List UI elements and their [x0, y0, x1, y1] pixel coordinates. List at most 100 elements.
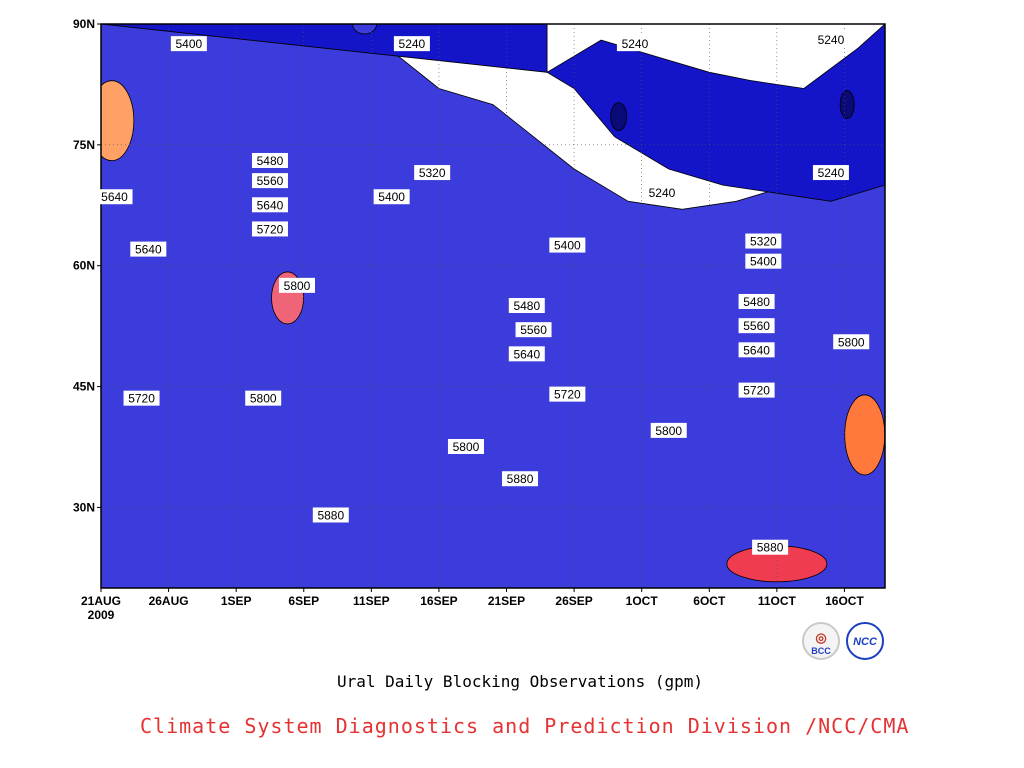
- contour-label-text: 5400: [554, 239, 581, 253]
- contour-label-background: [96, 189, 133, 205]
- y-tick-label: 45N: [73, 380, 95, 394]
- isolated-top-region: [352, 24, 377, 35]
- contour-labels: 5400 5240 5240 5240 5480 5560 5640 5720 5320 5400…: [96, 32, 870, 555]
- contour-label: 5880: [752, 539, 789, 555]
- contour-label-text: 5240: [399, 37, 426, 51]
- contour-label: 5800: [279, 277, 315, 293]
- contour-label-text: 5560: [520, 323, 547, 337]
- contour-label-background: [312, 507, 349, 523]
- contour-label: 5560: [738, 318, 775, 334]
- isolated-low-region-b: [839, 90, 855, 119]
- contour-label-text: 5480: [513, 299, 540, 313]
- x-tick-label: 6SEP: [288, 594, 319, 608]
- contour-label: 5640: [96, 189, 133, 205]
- contour-label-text: 5400: [176, 37, 203, 51]
- contour-label-text: 5880: [757, 541, 784, 555]
- contour-label: 5320: [414, 165, 451, 181]
- contour-label-background: [508, 298, 545, 313]
- contour-label-background: [373, 189, 410, 205]
- contour-label-text: 5400: [378, 190, 405, 204]
- chart-title: Ural Daily Blocking Observations (gpm): [336, 672, 704, 691]
- contour-label: 5400: [170, 36, 207, 52]
- credit-line: Climate System Diagnostics and Predictio…: [140, 714, 909, 738]
- contour-label-text: 5480: [743, 295, 770, 309]
- plot-frame: [100, 23, 886, 589]
- contour-label-text: 5240: [818, 166, 845, 180]
- contour-label-background: [508, 346, 545, 362]
- x-year-label: 2009: [88, 608, 115, 622]
- contour-label: 5880: [312, 507, 349, 523]
- contour-label: 5640: [130, 241, 167, 257]
- x-tick-label: 11OCT: [758, 594, 797, 608]
- contour-label-text: 5240: [818, 33, 845, 47]
- contour-label-background: [812, 32, 849, 48]
- contour-label-text: 5320: [750, 235, 777, 249]
- contour-label-background: [251, 221, 288, 237]
- contour-label: 5720: [549, 386, 586, 402]
- contour-label-background: [170, 36, 207, 52]
- contour-label: 5480: [251, 152, 288, 168]
- contour-label-background: [745, 233, 782, 249]
- contour-label: 5240: [616, 36, 653, 52]
- contour-label: 5480: [738, 293, 775, 309]
- x-tick-label: 26AUG: [149, 594, 189, 608]
- contour-label-background: [447, 439, 484, 454]
- contour-label: 5480: [508, 298, 545, 313]
- contour-label-text: 5240: [622, 37, 649, 51]
- contour-label-text: 5640: [743, 343, 770, 357]
- contour-label-text: 5640: [101, 190, 128, 204]
- contour-label-text: 5880: [507, 472, 534, 486]
- contour-label: 5400: [549, 237, 586, 253]
- contour-label: 5400: [745, 253, 782, 269]
- contour-label: 5720: [738, 382, 775, 398]
- contour-label: 5640: [738, 342, 775, 358]
- contour-label-background: [279, 277, 315, 293]
- contour-label-text: 5720: [554, 388, 581, 402]
- grid-lines: [101, 24, 885, 588]
- x-tick-label: 16SEP: [420, 594, 457, 608]
- credit-text: Climate System Diagnostics and Predictio…: [140, 714, 910, 738]
- contour-label-text: 5320: [419, 166, 446, 180]
- contour-label-background: [549, 386, 586, 402]
- contour-label: 5880: [502, 471, 539, 487]
- contour-label-text: 5880: [317, 508, 344, 522]
- isolated-low-region-a: [610, 102, 628, 132]
- contour-label-background: [393, 36, 430, 52]
- contour-label-background: [650, 422, 687, 438]
- x-tick-label: 1SEP: [221, 594, 252, 608]
- isolated-5720-region: [844, 394, 885, 476]
- x-tick-label: 1OCT: [626, 594, 659, 608]
- contour-label-text: 5800: [655, 424, 682, 438]
- x-tick-label: 6OCT: [693, 594, 726, 608]
- isolated-5640-region: [101, 80, 135, 162]
- x-tick-label: 16OCT: [825, 594, 864, 608]
- contour-label: 5240: [812, 32, 849, 48]
- contour-label-background: [251, 152, 288, 168]
- contour-label-background: [251, 173, 288, 189]
- contour-label-text: 5800: [284, 279, 311, 293]
- contour-label-background: [738, 318, 775, 334]
- contour-label-text: 5240: [649, 186, 676, 200]
- contour-label-text: 5640: [257, 198, 284, 212]
- contour-label-background: [745, 253, 782, 269]
- y-tick-label: 90N: [73, 17, 95, 31]
- contour-label-text: 5800: [250, 392, 277, 406]
- contour-label-background: [549, 237, 586, 253]
- contour-label-text: 5400: [750, 255, 777, 269]
- contour-label-background: [245, 390, 282, 406]
- contour-label: 5800: [650, 422, 687, 438]
- contour-label-text: 5560: [257, 174, 284, 188]
- contour-label-text: 5560: [743, 319, 770, 333]
- contour-label-background: [738, 293, 775, 309]
- contour-label-text: 5800: [453, 440, 480, 454]
- contour-label-text: 5480: [257, 154, 284, 168]
- y-tick-label: 30N: [73, 500, 95, 514]
- contour-label: 5800: [245, 390, 282, 406]
- contour-label: 5800: [447, 439, 484, 454]
- y-tick-label: 75N: [73, 138, 95, 152]
- contour-label: 5560: [251, 173, 288, 189]
- contour-label-background: [833, 334, 870, 350]
- contour-label-text: 5720: [743, 384, 770, 398]
- y-axis-tick-labels: 30N 45N 60N 75N 90N: [73, 17, 101, 514]
